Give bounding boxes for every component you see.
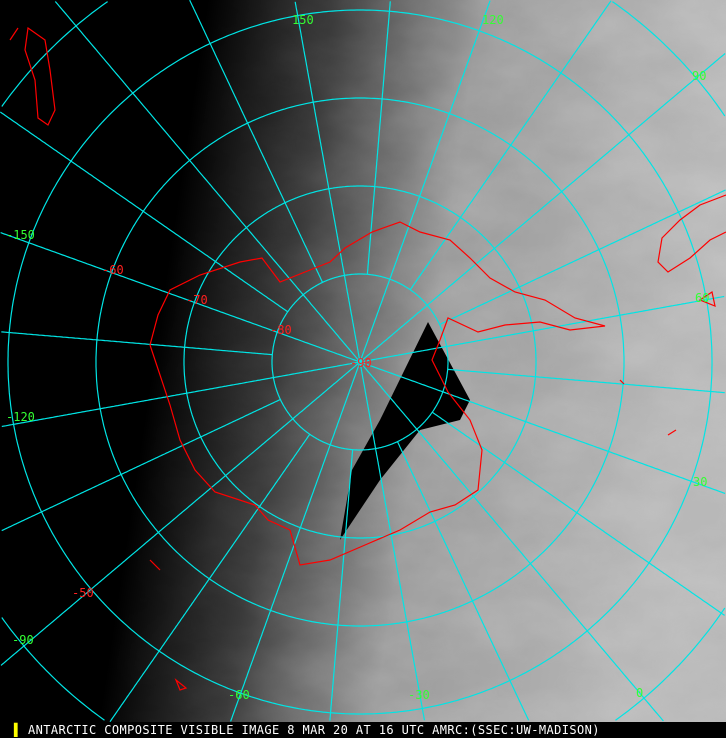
meridian-line	[439, 189, 726, 326]
meridian-line	[189, 0, 324, 283]
new-zealand-coast	[24, 26, 56, 126]
lon-label: -30	[408, 688, 430, 702]
meridian-line	[396, 441, 530, 721]
lon-label: -60	[228, 688, 250, 702]
lon-label: 150	[292, 13, 314, 27]
lon-label: 30	[693, 475, 707, 489]
south-america-coast	[657, 194, 726, 273]
meridian-line	[329, 449, 354, 721]
image-caption: ▌ ANTARCTIC COMPOSITE VISIBLE IMAGE 8 MAR…	[0, 722, 726, 738]
lon-label: -150	[6, 228, 35, 242]
lat-label: -60	[102, 263, 124, 277]
lon-label: 60	[695, 291, 709, 305]
meridian-line	[230, 361, 361, 722]
lat-label: -90	[350, 356, 372, 370]
cursor-mark: ▌	[14, 723, 22, 737]
caption-text: ANTARCTIC COMPOSITE VISIBLE IMAGE 8 MAR …	[28, 723, 600, 737]
meridian-line	[0, 232, 361, 363]
meridian-line	[359, 361, 726, 494]
meridian-line	[359, 53, 726, 363]
meridian-line	[359, 361, 664, 722]
lon-label: 0	[636, 686, 643, 700]
lat-label: -80	[270, 323, 292, 337]
meridian-line	[1, 331, 273, 356]
lat-label: -50	[72, 586, 94, 600]
meridian-line	[1, 361, 361, 428]
meridian-line	[0, 361, 361, 666]
antarctica-coast	[149, 221, 606, 566]
meridian-line	[359, 361, 426, 721]
lat-label: -70	[186, 293, 208, 307]
meridian-line	[359, 295, 725, 363]
lon-label: -120	[6, 410, 35, 424]
latitude-circle	[1, 1, 726, 721]
latitude-circle	[271, 273, 449, 451]
meridian-line	[409, 0, 612, 291]
latitude-circle	[183, 185, 537, 539]
map-canvas: 150 120 90 60 30 0 -30 -60 -90 -120 -150…	[0, 0, 726, 722]
meridian-line	[54, 1, 361, 363]
meridian-line	[0, 111, 289, 313]
lon-label: 90	[692, 69, 706, 83]
meridian-line	[447, 368, 725, 394]
missing-data-wedge	[340, 322, 470, 540]
latitude-circle	[7, 9, 713, 715]
lon-label: -90	[12, 633, 34, 647]
graticule	[0, 0, 726, 722]
meridian-line	[366, 1, 391, 275]
meridian-line	[294, 1, 361, 363]
longitude-labels: 150 120 90 60 30 0 -30 -60 -90 -120 -150	[6, 13, 709, 702]
latitude-circle	[95, 97, 625, 627]
meridian-line	[359, 0, 491, 363]
meridian-line	[109, 433, 311, 722]
latitude-labels: -90 -80 -70 -60 -50	[72, 263, 372, 600]
coastlines	[9, 26, 726, 691]
meridian-line	[1, 398, 281, 532]
lon-label: 120	[482, 13, 504, 27]
